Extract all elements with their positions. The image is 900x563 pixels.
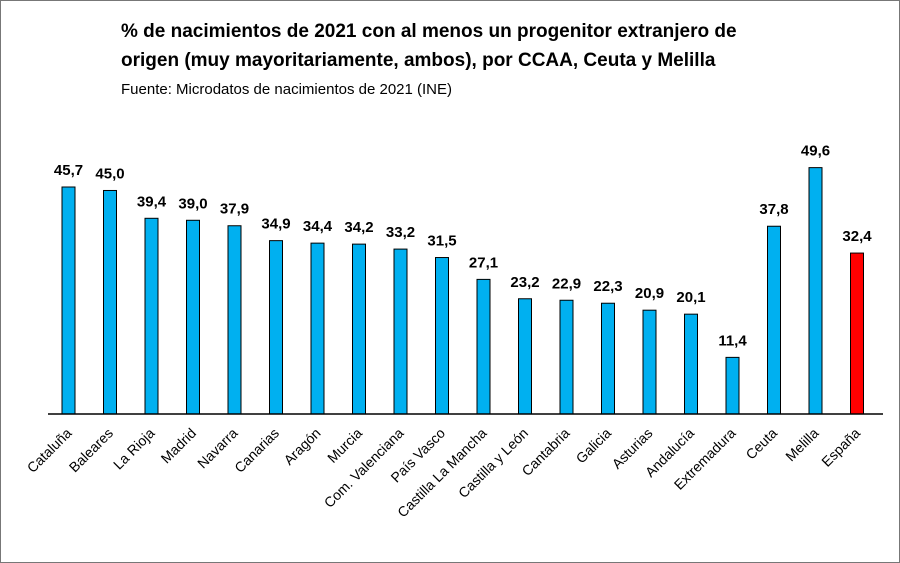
bar: [186, 219, 200, 415]
bar: [559, 299, 574, 415]
x-tick-label: España: [818, 425, 863, 470]
x-tick-label: Cataluña: [24, 425, 75, 476]
data-label: 20,1: [676, 289, 705, 306]
data-label: 37,9: [220, 201, 249, 218]
x-tick-label: Ceuta: [742, 425, 780, 463]
x-tick-label: Canarias: [231, 425, 282, 476]
data-label: 31,5: [427, 233, 456, 250]
data-label: 22,9: [552, 275, 581, 292]
data-label: 22,3: [593, 278, 622, 295]
bar: [684, 313, 698, 415]
bar: [850, 252, 864, 415]
x-tick-label: Baleares: [66, 425, 116, 475]
bar: [435, 257, 449, 415]
bar: [393, 248, 408, 415]
title-line-1: % de nacimientos de 2021 con al menos un…: [121, 21, 737, 42]
data-label: 23,2: [510, 274, 539, 291]
title-line-2: origen (muy mayoritariamente, ambos), po…: [121, 50, 716, 71]
bar: [518, 298, 532, 415]
x-tick-label: Melilla: [782, 425, 822, 465]
data-label: 39,4: [137, 193, 167, 210]
bar: [725, 356, 740, 415]
bar: [144, 217, 159, 415]
bar: [227, 225, 242, 415]
bar: [61, 186, 76, 415]
bar: [601, 302, 615, 415]
data-label: 45,0: [95, 165, 124, 182]
bar: [103, 189, 117, 415]
data-label: 27,1: [469, 254, 498, 271]
data-label: 32,4: [842, 228, 872, 245]
x-tick-label: La Rioja: [110, 425, 158, 473]
data-label: 11,4: [718, 332, 747, 349]
data-label: 34,2: [344, 219, 373, 236]
data-label: 49,6: [801, 143, 830, 160]
data-label: 34,4: [303, 218, 333, 235]
data-label: 33,2: [386, 224, 415, 241]
chart-title: % de nacimientos de 2021 con al menos un…: [121, 17, 881, 75]
data-label: 20,9: [635, 285, 664, 302]
bar: [808, 167, 823, 415]
bar: [352, 243, 366, 415]
bar: [310, 242, 325, 415]
data-label: 37,8: [759, 201, 788, 218]
bar: [476, 278, 491, 415]
chart-subtitle: Fuente: Microdatos de nacimientos de 202…: [121, 81, 453, 98]
data-label: 39,0: [178, 195, 207, 212]
bar: [767, 225, 781, 415]
data-label: 34,9: [261, 216, 290, 233]
x-tick-label: Aragón: [280, 425, 323, 468]
bar: [642, 309, 657, 415]
data-label: 45,7: [54, 162, 83, 179]
bar: [269, 240, 283, 415]
